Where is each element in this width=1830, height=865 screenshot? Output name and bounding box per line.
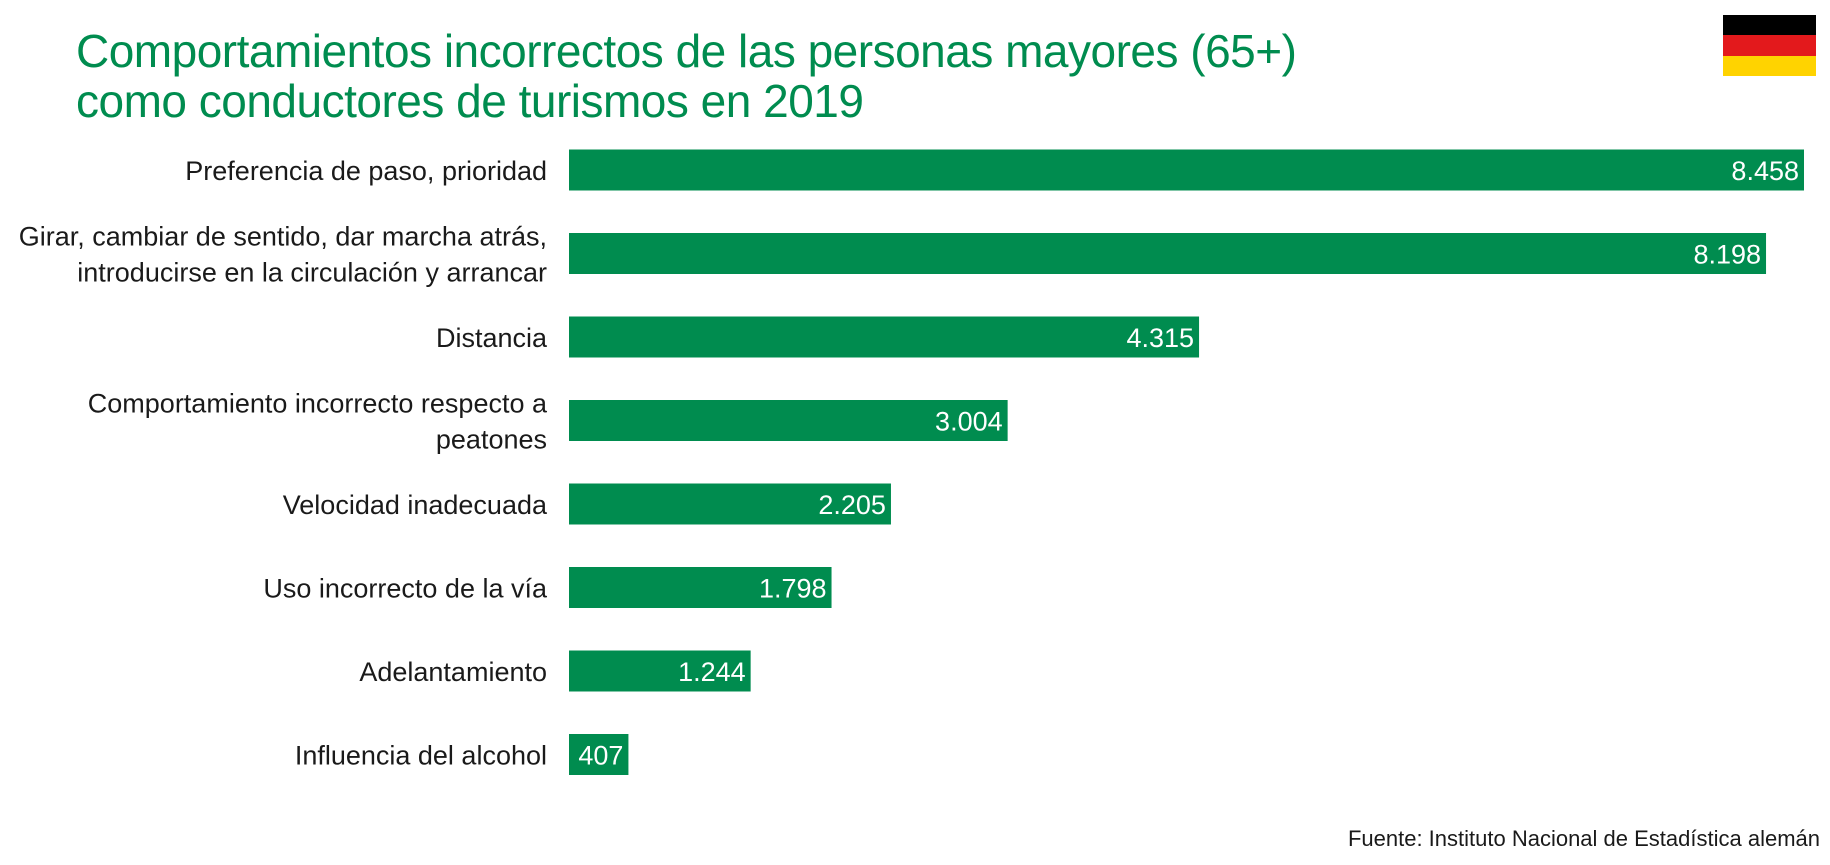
chart-title-line-2: como conductores de turismos en 2019 — [76, 75, 864, 127]
chart-title: Comportamientos incorrectos de las perso… — [76, 26, 1636, 126]
category-label-1: Preferencia de paso, prioridad — [185, 156, 547, 186]
value-label-5: 2.205 — [818, 490, 886, 520]
flag-stripe-red — [1723, 35, 1816, 56]
category-label-5: Velocidad inadecuada — [283, 490, 548, 520]
bar-2 — [569, 233, 1767, 274]
source-note: Fuente: Instituto Nacional de Estadístic… — [1347, 826, 1820, 851]
bar-4 — [569, 400, 1008, 441]
category-label-6: Uso incorrecto de la vía — [263, 574, 548, 604]
bar-1 — [569, 149, 1804, 191]
value-label-6: 1.798 — [759, 574, 827, 604]
bar-chart: 8.458 Preferencia de paso, prioridad 8.198… — [19, 149, 1804, 775]
chart-title-line-1: Comportamientos incorrectos de las perso… — [76, 25, 1297, 77]
bar-8 — [569, 734, 629, 775]
category-label-7: Adelantamiento — [359, 657, 547, 687]
bar-5 — [569, 483, 891, 525]
category-label-3: Distancia — [436, 323, 548, 353]
category-label-4-line-2: peatones — [436, 425, 547, 455]
bar-6 — [569, 567, 832, 608]
category-label-8: Influencia del alcohol — [295, 741, 547, 771]
value-label-2: 8.198 — [1693, 240, 1761, 270]
value-label-1: 8.458 — [1731, 156, 1799, 186]
germany-flag-icon — [1723, 15, 1816, 76]
value-label-8: 407 — [578, 741, 623, 771]
flag-stripe-black — [1723, 15, 1816, 36]
category-label-2-line-1: Girar, cambiar de sentido, dar marcha at… — [19, 222, 547, 252]
value-label-7: 1.244 — [678, 657, 746, 687]
bar-3 — [569, 316, 1200, 358]
flag-stripe-gold — [1723, 55, 1816, 76]
value-label-3: 4.315 — [1126, 323, 1194, 353]
category-label-2-line-2: introducirse en la circulación y arranca… — [77, 258, 547, 288]
value-label-4: 3.004 — [935, 407, 1003, 437]
bar-7 — [569, 650, 751, 692]
category-label-4-line-1: Comportamiento incorrecto respecto a — [88, 389, 548, 419]
